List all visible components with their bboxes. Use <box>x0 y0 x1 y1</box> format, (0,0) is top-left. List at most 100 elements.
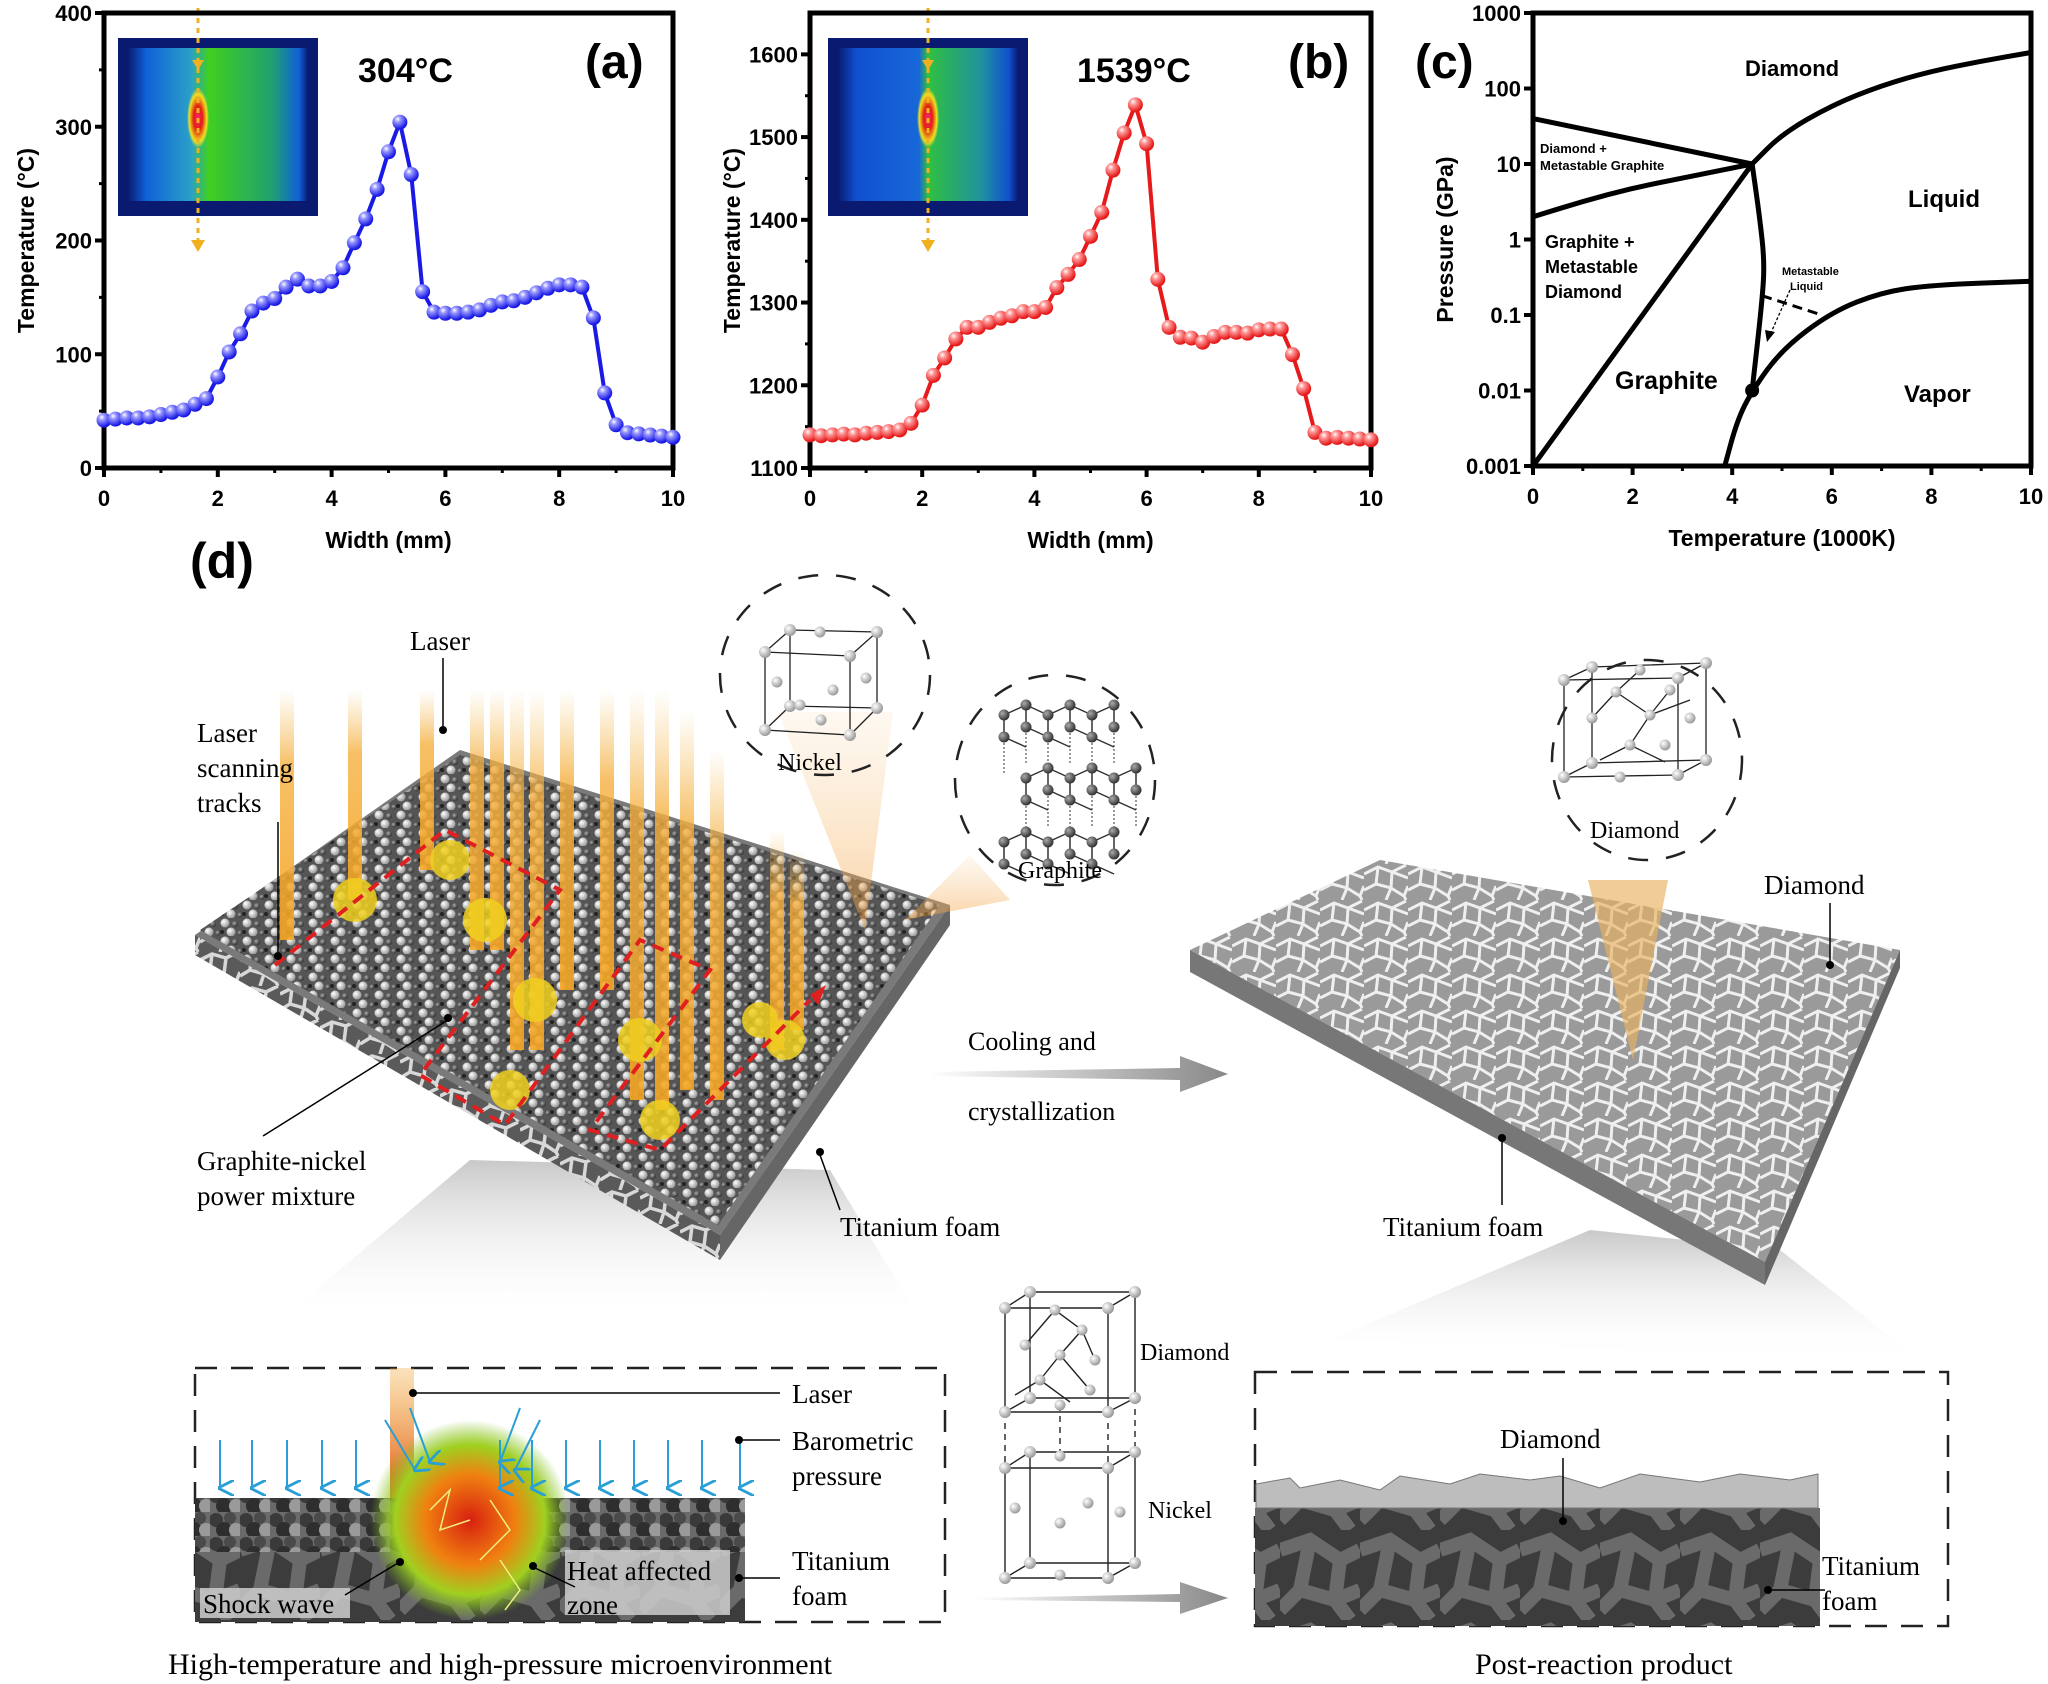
x-tick-label: 2 <box>1626 484 1638 509</box>
data-point <box>1273 321 1289 337</box>
cone-diamond <box>1588 880 1668 1060</box>
data-point <box>802 427 818 443</box>
data-point <box>1060 266 1076 282</box>
phase-region-label: Diamond <box>1745 56 1839 81</box>
chart-c-phase-diagram: 0 2 4 6 8 10 0.001 0.01 0.1 1 10 100 1000 Temperature… <box>1415 1 2043 551</box>
phase-boundary-line <box>1749 163 1767 391</box>
product-box: Diamond Titanium foam <box>1253 1370 1950 1628</box>
data-point <box>1352 431 1368 447</box>
data-point <box>1083 228 1098 244</box>
data-point <box>153 407 169 423</box>
data-point <box>289 271 305 287</box>
label-micro-laser: Laser <box>792 1379 852 1409</box>
data-point <box>836 426 852 442</box>
x-axis-label: Temperature (1000K) <box>1668 525 1895 551</box>
data-point <box>506 293 522 309</box>
diamond-foam-slab <box>1190 860 1900 1285</box>
label-titanium-foam-left: Titanium foam <box>840 1212 1000 1242</box>
label-barometric-1: Barometric <box>792 1426 913 1456</box>
data-point <box>914 397 930 413</box>
x-tick-label: 2 <box>916 486 928 511</box>
panel-label-a: (a) <box>585 36 644 89</box>
data-point <box>824 427 840 443</box>
data-point <box>563 277 579 293</box>
data-point <box>881 424 897 440</box>
phase-region-label: Liquid <box>1790 281 1823 293</box>
data-point <box>1318 430 1334 446</box>
data-point <box>358 211 374 227</box>
y-tick-label: 0 <box>80 456 92 481</box>
x-tick-label: 4 <box>325 486 338 511</box>
x-tick-label: 0 <box>1527 484 1539 509</box>
data-point <box>1228 324 1244 340</box>
data-point <box>1094 204 1110 220</box>
label-heat-affected-1: Heat affected <box>567 1556 712 1586</box>
data-point <box>437 305 453 321</box>
x-tick-label: 6 <box>1140 486 1152 511</box>
label-barometric-2: pressure <box>792 1461 882 1491</box>
phase-region-label: Diamond + <box>1540 141 1607 156</box>
y-tick-label: 300 <box>55 115 92 140</box>
x-tick-label: 8 <box>1925 484 1937 509</box>
caption-microenvironment: High-temperature and high-pressure micro… <box>168 1648 833 1681</box>
phase-region-label: Vapor <box>1904 381 1971 408</box>
data-point <box>517 289 533 305</box>
pressure-arrow-icon <box>515 1419 541 1470</box>
label-micro-titanium-2: foam <box>792 1581 847 1611</box>
label-stack-nickel: Nickel <box>1148 1498 1212 1524</box>
data-point <box>892 422 908 438</box>
data-point <box>847 427 863 443</box>
cone-graphite <box>905 855 1010 920</box>
data-point <box>858 425 874 441</box>
label-laser-scanning-3: tracks <box>197 788 261 818</box>
phase-boundary-line <box>1722 278 2032 467</box>
x-tick-label: 6 <box>439 486 451 511</box>
data-point <box>1251 322 1267 338</box>
label-stack-diamond: Diamond <box>1140 1340 1229 1366</box>
pressure-arrow-icon <box>500 1407 521 1462</box>
label-diamond-cell: Diamond <box>1590 818 1679 844</box>
data-point <box>176 402 192 418</box>
caption-post-reaction: Post-reaction product <box>1475 1648 1733 1681</box>
label-laser: Laser <box>410 626 470 656</box>
y-tick-label: 1 <box>1509 228 1521 253</box>
panel-d-diagram: (d) <box>168 533 1950 1681</box>
pressure-arrow-icon <box>409 1407 430 1462</box>
data-point <box>970 319 986 335</box>
data-point <box>221 344 237 360</box>
data-point <box>346 235 362 251</box>
data-point <box>449 305 465 321</box>
data-point <box>608 417 624 433</box>
y-tick-label: 1400 <box>749 208 798 233</box>
data-point <box>585 310 601 326</box>
data-point <box>1195 334 1211 350</box>
barometric-pressure-arrows <box>220 1407 740 1488</box>
pressure-arrow-icon <box>384 1419 415 1470</box>
data-point <box>574 279 590 295</box>
chart-b: 0 2 4 6 8 10 1100 1200 1300 1400 1500 1600 Width (mm… <box>719 8 1383 553</box>
phase-region-label: Graphite + <box>1545 232 1635 252</box>
data-point <box>381 144 396 160</box>
data-point <box>528 285 544 301</box>
cooling-arrow[interactable]: Cooling and crystallization <box>930 1027 1228 1126</box>
y-tick-label: 100 <box>55 342 92 367</box>
label-shock-wave: Shock wave <box>203 1589 334 1619</box>
graphite-lattice-icon: Graphite <box>953 673 1157 887</box>
data-point <box>1284 347 1300 363</box>
data-point <box>948 331 964 347</box>
data-point <box>937 350 953 366</box>
phase-boundary-line <box>1750 50 2032 166</box>
label-mixture-1: Graphite-nickel <box>197 1146 366 1176</box>
label-titanium-foam-right: Titanium foam <box>1383 1212 1543 1242</box>
data-point <box>665 429 681 445</box>
data-point <box>255 295 271 311</box>
x-tick-label: 8 <box>1253 486 1265 511</box>
phase-boundary-line <box>1532 116 1753 167</box>
x-tick-label: 4 <box>1028 486 1041 511</box>
x-tick-label: 10 <box>661 486 685 511</box>
data-point <box>1049 280 1065 296</box>
label-diamond-right: Diamond <box>1764 870 1865 900</box>
data-point <box>619 425 635 441</box>
data-point <box>244 303 260 319</box>
